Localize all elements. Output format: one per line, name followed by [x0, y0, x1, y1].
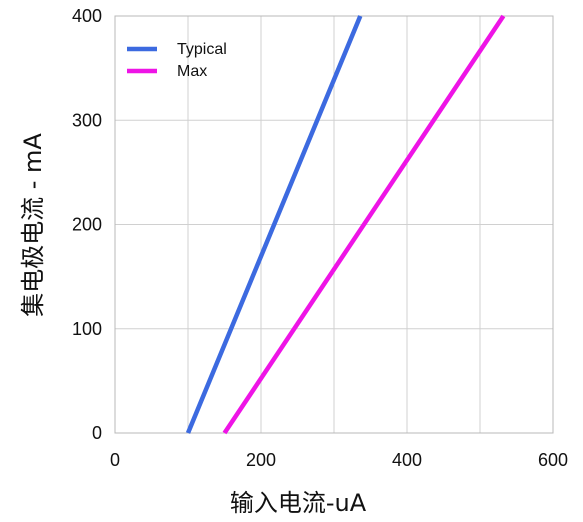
legend-label-max: Max — [177, 63, 207, 80]
tick-labels: 0 200 400 600 0 100 200 300 400 — [72, 6, 568, 470]
y-tick-label: 200 — [72, 215, 102, 235]
x-tick-label: 0 — [110, 450, 120, 470]
y-tick-label: 100 — [72, 319, 102, 339]
series-line-max — [222, 14, 506, 435]
series-line-typical — [185, 15, 363, 434]
x-tick-label: 600 — [538, 450, 568, 470]
y-tick-label: 0 — [92, 423, 102, 443]
x-axis-title: 输入电流-uA — [230, 489, 367, 517]
x-tick-label: 400 — [392, 450, 422, 470]
legend-label-typical: Typical — [177, 41, 227, 58]
plot-frame — [114, 15, 554, 434]
y-tick-label: 300 — [72, 110, 102, 130]
y-axis-title: 集电极电流 - mA — [19, 133, 47, 317]
series-layer — [185, 14, 506, 435]
y-tick-label: 400 — [72, 6, 102, 26]
x-tick-label: 200 — [246, 450, 276, 470]
legend: Typical Max — [127, 41, 227, 80]
